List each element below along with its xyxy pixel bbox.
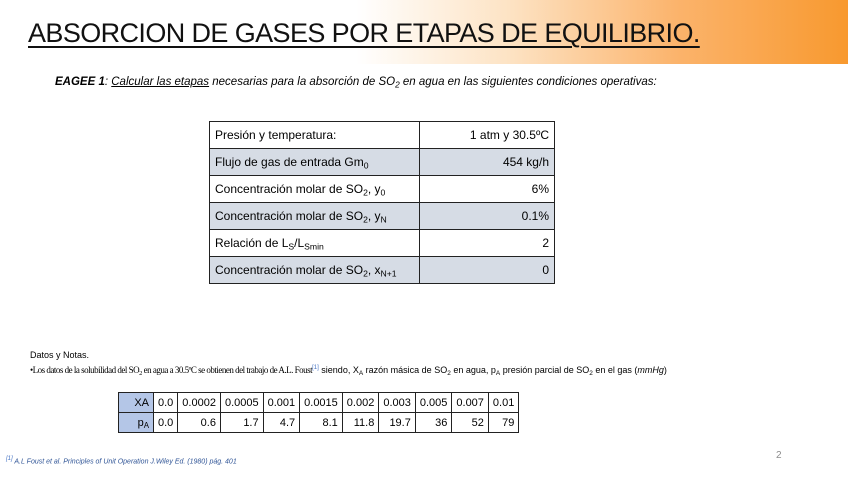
- title-bar: [0, 0, 848, 64]
- condition-row: Concentración molar de SO2, yN 0.1%: [209, 202, 555, 230]
- pa-cell: 52: [451, 412, 489, 433]
- pa-cell: 11.8: [341, 412, 380, 433]
- pa-cell: 1.7: [219, 412, 264, 433]
- reference-link[interactable]: [1]: [312, 365, 319, 371]
- footnote-ref[interactable]: [1]: [6, 456, 13, 462]
- pa-cell: 19.7: [378, 412, 416, 433]
- xa-cell: 0.007: [451, 392, 489, 413]
- pa-header: pA: [118, 412, 154, 433]
- condition-label: Presión y temperatura:: [209, 121, 420, 149]
- xa-cell: 0.002: [341, 392, 380, 413]
- condition-value: 6%: [419, 175, 555, 203]
- task-statement: EAGEE 1: Calcular las etapas necesarias …: [55, 76, 657, 90]
- notes-heading: Datos y Notas.: [30, 350, 90, 360]
- condition-row: Presión y temperatura: 1 atm y 30.5ºC: [209, 121, 555, 149]
- xa-cell: 0.001: [262, 392, 301, 413]
- notes-line: •Los datos de la solubilidad del SO2 en …: [30, 365, 667, 377]
- pa-cell: 4.7: [262, 412, 301, 433]
- condition-label: Relación de LS/LSmin: [209, 229, 420, 257]
- pa-cell: 36: [414, 412, 453, 433]
- condition-label: Concentración molar de SO2, xN+1: [209, 256, 420, 284]
- pa-cell: 0.6: [177, 412, 221, 433]
- task-text-b: en agua en las siguientes condiciones op…: [399, 76, 657, 88]
- xa-cell: 0.0005: [219, 392, 264, 413]
- xa-header: XA: [118, 392, 154, 413]
- xa-cell: 0.0002: [177, 392, 221, 413]
- condition-label: Concentración molar de SO2, y0: [209, 175, 420, 203]
- page-number: 2: [776, 450, 782, 461]
- condition-row: Concentración molar de SO2, xN+1 0: [209, 256, 555, 284]
- conditions-table: Presión y temperatura: 1 atm y 30.5ºC Fl…: [209, 121, 555, 284]
- xa-cell: 0.01: [487, 392, 520, 413]
- condition-value: 2: [419, 229, 555, 257]
- notes: Datos y Notas. •Los datos de la solubili…: [30, 349, 667, 377]
- condition-label: Concentración molar de SO2, yN: [209, 202, 420, 230]
- xa-cell: 0.0: [152, 392, 179, 413]
- condition-value: 0.1%: [419, 202, 555, 230]
- pa-row: pA 0.0 0.6 1.7 4.7 8.1 11.8 19.7 36 52 7…: [118, 412, 520, 433]
- pa-cell: 79: [487, 412, 520, 433]
- page-title: ABSORCION DE GASES POR ETAPAS DE EQUILIB…: [28, 18, 700, 48]
- task-label: EAGEE 1: [55, 76, 105, 88]
- xa-cell: 0.003: [378, 392, 416, 413]
- footnote: [1] A.L Foust et al. Principles of Unit …: [6, 456, 237, 465]
- condition-value: 1 atm y 30.5ºC: [419, 121, 555, 149]
- task-link-text: Calcular las etapas: [111, 76, 210, 88]
- pa-cell: 8.1: [299, 412, 343, 433]
- task-sub: 2: [395, 80, 400, 90]
- xa-cell: 0.0015: [299, 392, 343, 413]
- footnote-text: A.L Foust et al. Principles of Unit Oper…: [12, 458, 237, 466]
- condition-label: Flujo de gas de entrada Gm0: [209, 148, 420, 176]
- pa-cell: 0.0: [152, 412, 179, 433]
- solubility-table: XA 0.0 0.0002 0.0005 0.001 0.0015 0.002 …: [118, 392, 520, 433]
- xa-row: XA 0.0 0.0002 0.0005 0.001 0.0015 0.002 …: [118, 392, 520, 413]
- condition-row: Concentración molar de SO2, y0 6%: [209, 175, 555, 203]
- xa-cell: 0.005: [414, 392, 453, 413]
- condition-value: 454 kg/h: [419, 148, 555, 176]
- task-colon: :: [104, 76, 112, 88]
- condition-row: Flujo de gas de entrada Gm0 454 kg/h: [209, 148, 555, 176]
- condition-row: Relación de LS/LSmin 2: [209, 229, 555, 257]
- condition-value: 0: [419, 256, 555, 284]
- task-text-a: necesarias para la absorción de SO: [209, 76, 396, 88]
